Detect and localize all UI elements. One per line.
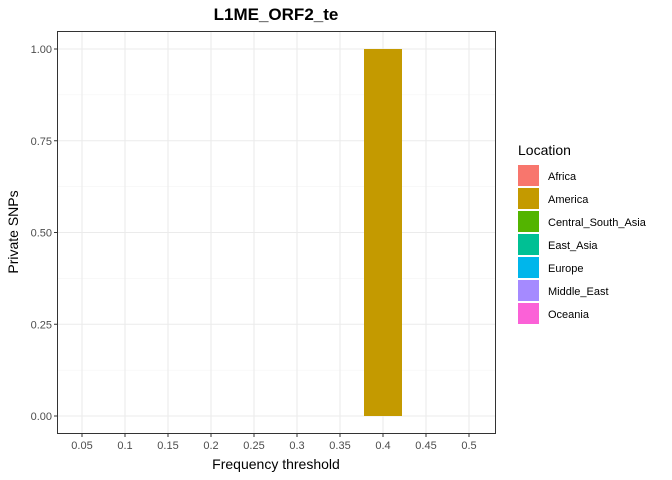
legend-label: America	[548, 194, 589, 206]
legend-swatch	[518, 188, 539, 209]
y-tick-label: 0.50	[31, 228, 52, 240]
bars	[364, 49, 402, 416]
y-axis: 0.00 0.25 0.50 0.75 1.00	[31, 44, 58, 423]
legend: Location Africa America Central_South_Asia…	[518, 142, 647, 324]
x-axis: 0.05 0.1 0.15 0.2 0.25 0.3 0.35 0.4 0.45 0.5	[71, 433, 477, 452]
y-tick-label: 0.00	[31, 411, 52, 423]
y-tick-label: 0.75	[31, 136, 52, 148]
legend-label: Oceania	[548, 309, 590, 321]
legend-swatch	[518, 211, 539, 232]
x-tick-label: 0.25	[243, 440, 264, 452]
chart-title: L1ME_ORF2_te	[214, 5, 339, 24]
x-tick-label: 0.2	[203, 440, 218, 452]
y-axis-label: Private SNPs	[5, 190, 21, 273]
x-tick-label: 0.4	[375, 440, 390, 452]
legend-swatch	[518, 165, 539, 186]
x-axis-label: Frequency threshold	[212, 456, 340, 472]
x-tick-label: 0.05	[71, 440, 92, 452]
legend-label: East_Asia	[548, 240, 598, 252]
legend-swatch	[518, 234, 539, 255]
legend-swatch	[518, 303, 539, 324]
legend-swatch	[518, 257, 539, 278]
x-tick-label: 0.3	[289, 440, 304, 452]
x-tick-label: 0.35	[329, 440, 350, 452]
legend-label: Europe	[548, 263, 583, 275]
legend-label: Africa	[548, 171, 577, 183]
legend-title: Location	[518, 142, 571, 158]
grid-major	[58, 31, 495, 433]
x-tick-label: 0.5	[461, 440, 476, 452]
bar	[364, 49, 402, 416]
x-tick-label: 0.15	[157, 440, 178, 452]
y-tick-label: 1.00	[31, 44, 52, 56]
legend-label: Central_South_Asia	[548, 217, 647, 229]
x-tick-label: 0.45	[415, 440, 436, 452]
x-tick-label: 0.1	[117, 440, 132, 452]
legend-swatch	[518, 280, 539, 301]
legend-label: Middle_East	[548, 286, 609, 298]
y-tick-label: 0.25	[31, 319, 52, 331]
